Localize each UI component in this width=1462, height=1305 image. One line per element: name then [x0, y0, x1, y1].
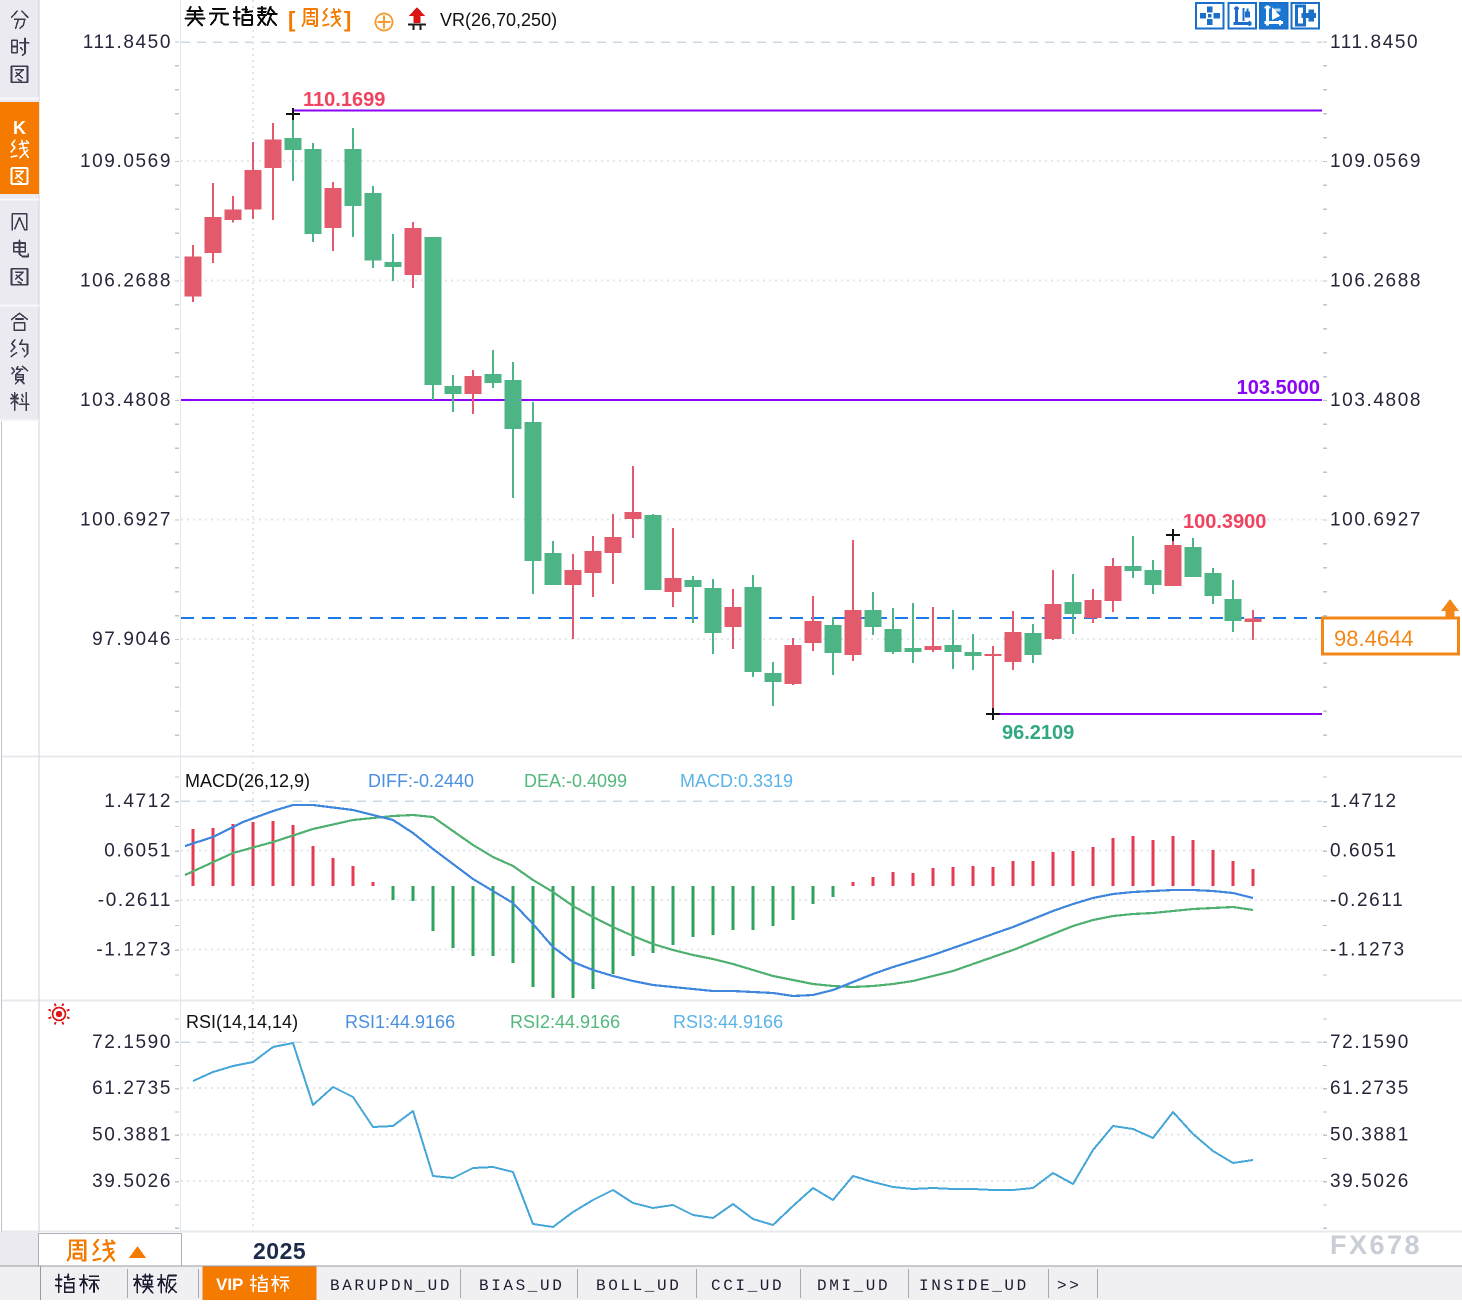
svg-text:RSI1:44.9166: RSI1:44.9166 — [345, 1012, 455, 1032]
svg-text:BOLL_UD: BOLL_UD — [596, 1277, 681, 1295]
svg-text:DEA:-0.4099: DEA:-0.4099 — [524, 771, 627, 791]
svg-text:98.4644: 98.4644 — [1334, 626, 1414, 651]
svg-text:111.8450: 111.8450 — [83, 32, 172, 53]
svg-text:72.1590: 72.1590 — [1330, 1032, 1410, 1053]
svg-text:RSI(14,14,14): RSI(14,14,14) — [186, 1012, 298, 1032]
svg-text:100.3900: 100.3900 — [1183, 511, 1266, 533]
svg-text:50.3881: 50.3881 — [1330, 1125, 1410, 1146]
svg-text:]: ] — [344, 7, 351, 32]
svg-text:103.5000: 103.5000 — [1237, 377, 1320, 399]
svg-text:1.4712: 1.4712 — [104, 791, 172, 812]
svg-text:2025: 2025 — [253, 1238, 306, 1264]
svg-text:VR(26,70,250): VR(26,70,250) — [440, 10, 557, 30]
svg-text:MACD:0.3319: MACD:0.3319 — [680, 771, 793, 791]
svg-text:DIFF:-0.2440: DIFF:-0.2440 — [368, 771, 474, 791]
svg-text:K: K — [13, 118, 26, 138]
svg-text:61.2735: 61.2735 — [92, 1078, 172, 1099]
svg-text:72.1590: 72.1590 — [92, 1032, 172, 1053]
svg-text:100.6927: 100.6927 — [80, 510, 172, 531]
svg-text:-1.1273: -1.1273 — [96, 940, 172, 961]
svg-text:0.6051: 0.6051 — [104, 841, 172, 862]
svg-text:RSI3:44.9166: RSI3:44.9166 — [673, 1012, 783, 1032]
svg-text:-0.2611: -0.2611 — [1330, 890, 1404, 911]
svg-text:-0.2611: -0.2611 — [98, 890, 172, 911]
svg-text:BARUPDN_UD: BARUPDN_UD — [330, 1277, 452, 1295]
svg-text:CCI_UD: CCI_UD — [711, 1277, 784, 1295]
svg-text:110.1699: 110.1699 — [303, 89, 385, 111]
svg-text:INSIDE_UD: INSIDE_UD — [919, 1277, 1029, 1295]
svg-text:96.2109: 96.2109 — [1002, 722, 1074, 744]
svg-text:BIAS_UD: BIAS_UD — [479, 1277, 564, 1295]
svg-text:>>: >> — [1057, 1277, 1081, 1295]
svg-text:[: [ — [288, 7, 296, 32]
svg-text:100.6927: 100.6927 — [1330, 510, 1422, 531]
svg-text:-1.1273: -1.1273 — [1330, 940, 1406, 961]
svg-text:1.4712: 1.4712 — [1330, 791, 1398, 812]
svg-text:106.2688: 106.2688 — [1330, 271, 1422, 292]
svg-text:103.4808: 103.4808 — [1330, 390, 1422, 411]
svg-text:39.5026: 39.5026 — [92, 1171, 172, 1192]
svg-text:61.2735: 61.2735 — [1330, 1078, 1410, 1099]
svg-text:106.2688: 106.2688 — [80, 271, 172, 292]
svg-text:RSI2:44.9166: RSI2:44.9166 — [510, 1012, 620, 1032]
svg-text:109.0569: 109.0569 — [80, 151, 172, 172]
svg-text:VIP: VIP — [216, 1275, 243, 1294]
svg-text:MACD(26,12,9): MACD(26,12,9) — [185, 771, 310, 791]
svg-text:FX678: FX678 — [1330, 1230, 1422, 1260]
svg-text:97.9046: 97.9046 — [92, 629, 172, 650]
svg-text:103.4808: 103.4808 — [80, 390, 172, 411]
svg-text:DMI_UD: DMI_UD — [817, 1277, 890, 1295]
svg-text:109.0569: 109.0569 — [1330, 151, 1422, 172]
svg-text:50.3881: 50.3881 — [92, 1125, 172, 1146]
svg-text:39.5026: 39.5026 — [1330, 1171, 1410, 1192]
svg-text:111.8450: 111.8450 — [1330, 32, 1419, 53]
svg-text:0.6051: 0.6051 — [1330, 841, 1398, 862]
